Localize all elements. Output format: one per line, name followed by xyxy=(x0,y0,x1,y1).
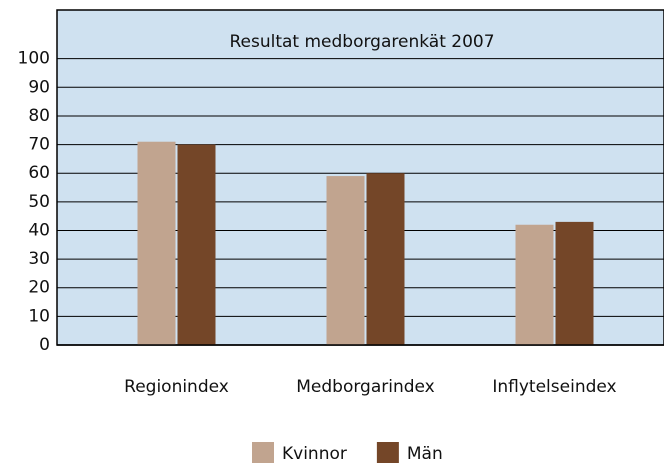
legend-swatch xyxy=(252,442,274,463)
y-tick-label: 20 xyxy=(28,278,50,298)
bar xyxy=(366,173,405,345)
legend-swatch xyxy=(376,442,399,463)
x-tick-label: Inflytelseindex xyxy=(492,377,616,397)
y-tick-label: 10 xyxy=(28,306,50,326)
bar xyxy=(326,176,365,345)
y-tick-label: 50 xyxy=(28,192,50,212)
y-tick-label: 90 xyxy=(28,77,50,97)
bar xyxy=(177,144,216,345)
y-tick-label: 80 xyxy=(28,106,50,126)
bar xyxy=(555,221,594,345)
y-tick-label: 0 xyxy=(39,335,50,355)
y-tick-label: 60 xyxy=(28,163,50,183)
y-tick-label: 30 xyxy=(28,249,50,269)
y-tick-label: 70 xyxy=(28,135,50,155)
legend-label: Kvinnor xyxy=(282,444,347,463)
x-tick-label: Regionindex xyxy=(124,377,229,397)
y-tick-label: 40 xyxy=(28,220,50,240)
chart-title: Resultat medborgarenkät 2007 xyxy=(229,32,494,52)
x-tick-label: Medborgarindex xyxy=(296,377,435,397)
bar xyxy=(137,141,176,345)
bar xyxy=(515,224,554,345)
legend-label: Män xyxy=(407,444,443,463)
y-tick-label: 100 xyxy=(18,49,50,69)
